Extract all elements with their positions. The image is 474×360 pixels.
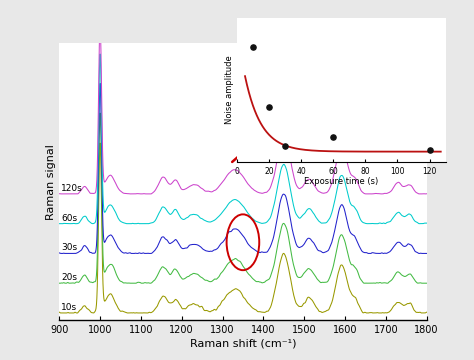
Point <box>265 104 273 109</box>
Y-axis label: Raman signal: Raman signal <box>46 144 56 220</box>
Text: 20s: 20s <box>61 273 77 282</box>
Text: 120s: 120s <box>61 184 83 193</box>
Text: 30s: 30s <box>61 243 77 252</box>
Point <box>282 143 289 149</box>
Text: 60s: 60s <box>61 214 77 223</box>
Point <box>249 44 257 50</box>
X-axis label: Raman shift (cm⁻¹): Raman shift (cm⁻¹) <box>190 338 296 348</box>
X-axis label: Exposure time (s): Exposure time (s) <box>304 177 378 186</box>
Point <box>426 148 433 153</box>
Y-axis label: Noise amplitude: Noise amplitude <box>225 56 234 124</box>
Point <box>329 134 337 140</box>
Text: 10s: 10s <box>61 303 77 312</box>
